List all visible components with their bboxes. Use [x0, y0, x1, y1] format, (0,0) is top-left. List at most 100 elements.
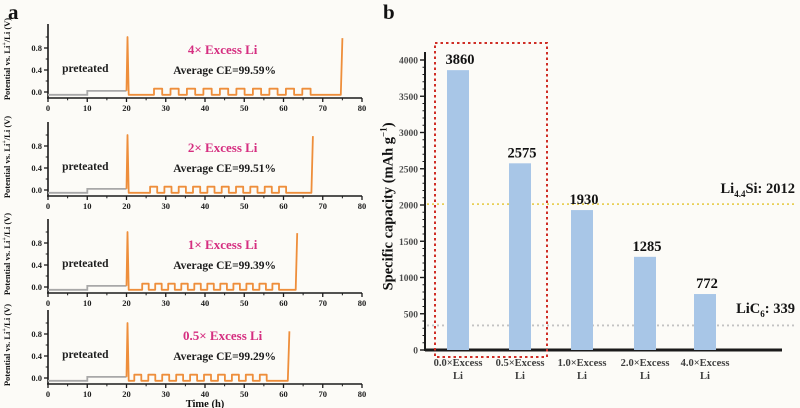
y-tick-label: 0.4	[31, 163, 42, 173]
x-tick-label: 80	[358, 389, 367, 399]
pretreat-annotation: preteated	[62, 258, 109, 270]
category-label-line1: 4.0×Excess	[681, 358, 730, 369]
subplot-plot-area: 0 10 20 30 40 50 60 70 80 0.0 0.4 0.8 0.5× Excess Li…	[31, 310, 367, 408]
category-label-line2: Li	[700, 371, 710, 382]
y-tick-label: 0.0	[31, 373, 42, 383]
reference-label-lic6: LiC6: 339	[736, 301, 795, 319]
x-tick-label: 60	[279, 103, 288, 113]
x-tick-label: 40	[201, 103, 210, 113]
panel-a-voltage-profiles: a 0 10 20 30 40 50 60 70 80 0.0 0.4 0.8 4× Excess Li…	[0, 0, 380, 408]
pretreat-line	[48, 376, 127, 382]
y-tick-label: 500	[404, 310, 419, 320]
x-tick-label: 50	[240, 389, 249, 399]
bar-value-label: 1285	[633, 239, 662, 255]
y-tick-label: 1000	[399, 274, 418, 284]
y-tick-label: 4000	[399, 57, 418, 67]
pretreat-line	[48, 188, 127, 194]
y-tick-label: 0.0	[31, 185, 42, 195]
x-tick-label: 0	[46, 298, 50, 308]
x-tick-label: 80	[358, 103, 367, 113]
x-tick-label: 60	[279, 298, 288, 308]
y-tick-label: 0.4	[31, 260, 42, 270]
y-tick-label: 0.4	[31, 351, 42, 361]
y-tick-label: 0.8	[31, 329, 42, 339]
category-label-line2: Li	[640, 371, 650, 382]
voltage-subplot-4: 0 10 20 30 40 50 60 70 80 0.0 0.4 0.8 0.5× Excess Li…	[0, 296, 380, 408]
cycling-line	[125, 322, 291, 382]
y-tick-label: 0.8	[31, 238, 42, 248]
x-tick-label: 30	[162, 201, 171, 211]
category-label-line2: Li	[577, 371, 587, 382]
x-tick-label: 60	[279, 201, 288, 211]
x-tick-label: 20	[122, 298, 131, 308]
x-tick-label: 40	[201, 201, 210, 211]
excess-li-annotation: 4× Excess Li	[188, 42, 258, 57]
x-tick-label: 50	[240, 201, 249, 211]
bar-1.0×Excess Li	[571, 210, 593, 350]
y-tick-label: 3500	[399, 93, 418, 103]
bar-4.0×Excess Li	[694, 294, 716, 350]
x-tick-label: 40	[201, 298, 210, 308]
y-tick-label: 3000	[399, 129, 418, 139]
highlight-box	[434, 42, 548, 358]
x-tick-label: 50	[240, 298, 249, 308]
average-ce-annotation: Average CE=99.59%	[173, 65, 276, 77]
bar-value-label: 772	[696, 276, 718, 292]
subplot-plot-area: 0 10 20 30 40 50 60 70 80 0.0 0.4 0.8 2× Excess Li Av…	[31, 122, 366, 211]
x-tick-label: 30	[162, 298, 171, 308]
x-tick-label: 80	[358, 298, 367, 308]
pretreat-annotation: preteated	[62, 349, 109, 361]
x-tick-label: 30	[162, 103, 171, 113]
excess-li-annotation: 0.5× Excess Li	[183, 328, 263, 343]
voltage-subplot-3: 0 10 20 30 40 50 60 70 80 0.0 0.4 0.8 1× Excess Li Av…	[0, 205, 380, 308]
y-axis-title-superscript: −1	[378, 127, 389, 137]
y-tick-label: 0.4	[31, 65, 42, 75]
y-tick-label: 0.8	[31, 141, 42, 151]
x-tick-label: 40	[201, 389, 210, 399]
y-tick-label: 0.0	[31, 87, 42, 97]
bar-value-label: 3860	[446, 52, 475, 68]
y-axis-title-potential: Potential vs. Li+/Li (V)	[2, 115, 12, 199]
category-label-line1: 0.0×Excess	[434, 358, 483, 369]
bar-value-label: 1930	[570, 192, 599, 208]
panel-b-bar-chart: b 0 500 1000 1500 2000 2500 3000 3500 4000 3860 0.…	[379, 0, 800, 403]
x-tick-label: 10	[83, 389, 92, 399]
average-ce-annotation: Average CE=99.29%	[173, 351, 276, 363]
bar-0.0×Excess Li	[447, 70, 469, 351]
category-label-line1: 2.0×Excess	[621, 358, 670, 369]
x-tick-label: 50	[240, 103, 249, 113]
y-tick-label: 0.8	[31, 43, 42, 53]
x-tick-label: 0	[46, 201, 50, 211]
pretreat-annotation: preteated	[62, 63, 109, 75]
x-tick-label: 0	[46, 389, 50, 399]
x-tick-label: 20	[122, 103, 131, 113]
x-tick-label: 20	[122, 389, 131, 399]
bar-value-label: 2575	[508, 145, 537, 161]
x-tick-label: 20	[122, 201, 131, 211]
category-label-line1: 1.0×Excess	[558, 358, 607, 369]
x-tick-label: 70	[319, 298, 328, 308]
y-axis-title-specific-capacity: Specific capacity (mAh g−1)	[379, 96, 398, 316]
subplot-plot-area: 0 10 20 30 40 50 60 70 80 0.0 0.4 0.8 4× Excess Li Av…	[31, 24, 367, 113]
bar-0.5×Excess Li	[509, 163, 531, 350]
y-axis-title-close: )	[380, 122, 397, 128]
bar-2.0×Excess Li	[634, 256, 656, 350]
pretreat-line	[48, 90, 127, 96]
y-tick-label: 0.0	[31, 282, 42, 292]
voltage-subplot-1: 0 10 20 30 40 50 60 70 80 0.0 0.4 0.8 4× Excess Li Av…	[0, 10, 380, 113]
cycling-line	[125, 134, 314, 194]
cycling-line	[125, 36, 344, 96]
panel-b-label: b	[383, 0, 395, 24]
x-axis-title-time: Time (h)	[186, 399, 225, 408]
y-axis-title-potential: Potential vs. Li+/Li (V)	[2, 303, 12, 387]
category-label-line2: Li	[453, 371, 463, 382]
excess-li-annotation: 2× Excess Li	[188, 140, 258, 155]
category-label-line2: Li	[515, 371, 525, 382]
x-tick-label: 10	[83, 201, 92, 211]
reference-label-li44si: Li4.4Si: 2012	[720, 181, 796, 199]
pretreat-line	[48, 285, 127, 291]
y-tick-label: 1500	[399, 238, 418, 248]
subplot-plot-area: 0 10 20 30 40 50 60 70 80 0.0 0.4 0.8 1× Excess Li Av…	[31, 219, 367, 308]
y-tick-label: 2000	[399, 202, 418, 212]
